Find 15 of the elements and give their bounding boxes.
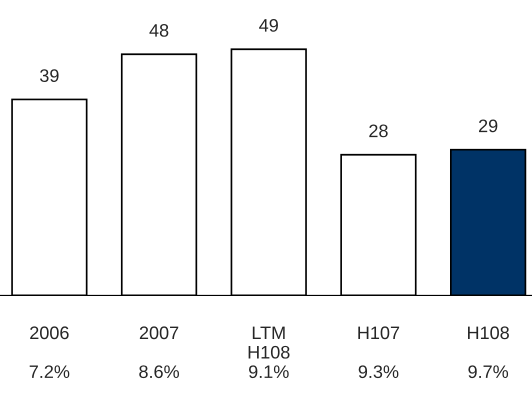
x-tick-label: 2006 — [30, 326, 69, 340]
data-label: 48 — [149, 24, 168, 37]
x-tick-label: H107 — [358, 326, 400, 340]
x-tick-label: H108 — [468, 326, 509, 340]
text: 7.2% — [30, 365, 70, 378]
text: 9.3% — [358, 365, 398, 378]
text: 9.1% — [249, 365, 289, 378]
text: 8.6% — [139, 365, 179, 378]
data-label: 39 — [40, 69, 59, 82]
x-tick-label: 2007 — [140, 326, 178, 340]
data-label: 49 — [259, 18, 278, 32]
text: 9.7% — [468, 365, 508, 378]
x-tick-label: LTM H108 — [248, 326, 290, 359]
data-label: 29 — [478, 119, 498, 132]
data-label: 28 — [369, 124, 388, 138]
